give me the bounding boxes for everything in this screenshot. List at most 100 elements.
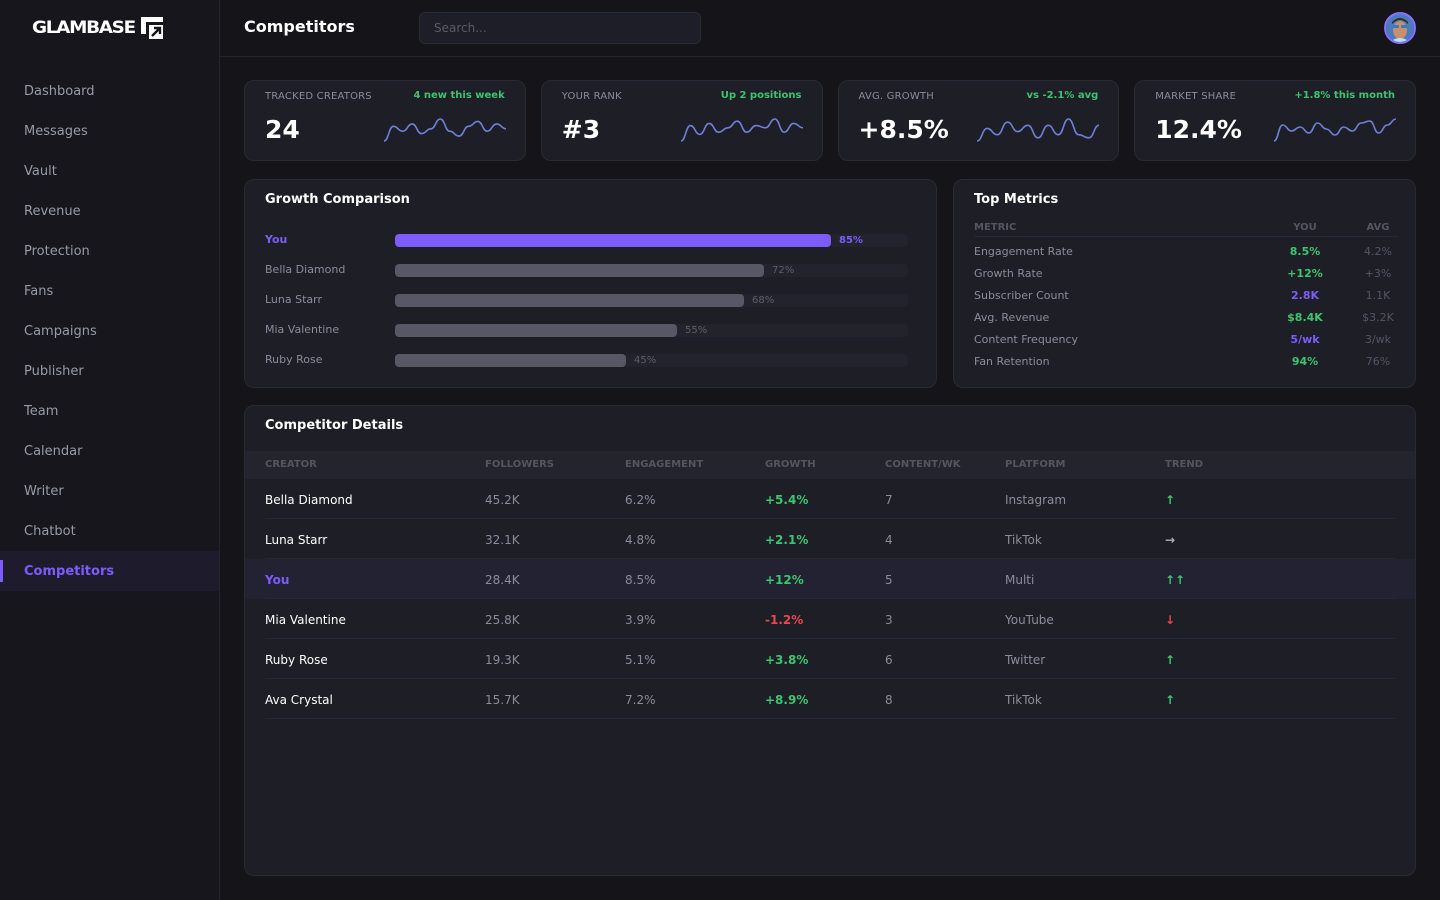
sidebar-item-writer[interactable]: Writer: [0, 471, 219, 511]
metric-you-value: $8.4K: [1287, 311, 1323, 324]
sidebar-item-messages[interactable]: Messages: [0, 111, 219, 151]
column-header-followers[interactable]: FOLLOWERS: [485, 459, 554, 470]
table-row[interactable]: Ruby Rose 19.3K 5.1% +3.8% 6 Twitter ↑: [245, 639, 1415, 679]
column-header-content-per-week[interactable]: CONTENT/WK: [885, 459, 961, 470]
stat-card-market-share: MARKET SHARE +1.8% this month 12.4%: [1134, 80, 1416, 161]
search-input[interactable]: [419, 12, 701, 44]
stat-delta: 4 new this week: [413, 90, 505, 101]
metric-you-value: 2.8K: [1290, 289, 1319, 302]
cell-content-per-week: 4: [885, 533, 893, 547]
metric-column-header: METRIC: [974, 222, 1017, 233]
stat-cards: TRACKED CREATORS 4 new this week 24 YOUR RA…: [244, 80, 1416, 161]
competitor-details-title: Competitor Details: [265, 418, 404, 433]
stat-value: 24: [265, 115, 300, 144]
sidebar: GLAMBASE Dashboard Messages Vault Revenue Pr…: [0, 0, 220, 900]
cell-creator: Ava Crystal: [265, 693, 333, 707]
column-header-trend[interactable]: TREND: [1165, 459, 1204, 470]
sidebar-item-campaigns[interactable]: Campaigns: [0, 311, 219, 351]
metric-row: Subscriber Count 2.8K 1.1K: [974, 289, 1398, 311]
table-row[interactable]: Ava Crystal 15.7K 7.2% +8.9% 8 TikTok ↑: [245, 679, 1415, 719]
metric-row: Fan Retention 94% 76%: [974, 355, 1398, 377]
metric-name: Avg. Revenue: [974, 311, 1050, 324]
sidebar-item-label: Publisher: [24, 363, 84, 379]
column-header-platform[interactable]: PLATFORM: [1005, 459, 1066, 470]
growth-bar-row: Ruby Rose 45%: [265, 353, 908, 367]
cell-followers: 28.4K: [485, 573, 520, 587]
trend-up-icon: ↑: [1165, 653, 1176, 667]
cell-engagement: 6.2%: [625, 493, 656, 507]
competitor-details-panel: Competitor Details CREATOR FOLLOWERS ENGAG…: [244, 405, 1416, 876]
sidebar-item-fans[interactable]: Fans: [0, 271, 219, 311]
cell-content-per-week: 8: [885, 693, 893, 707]
growth-bar-track: 68%: [395, 294, 908, 307]
cell-platform: Instagram: [1005, 493, 1067, 507]
sidebar-item-label: Writer: [24, 483, 64, 499]
trend-up-icon: ↑: [1165, 693, 1176, 707]
sidebar-item-label: Competitors: [24, 563, 115, 579]
table-header: CREATOR FOLLOWERS ENGAGEMENT GROWTH CONTENT/…: [245, 451, 1415, 479]
stat-card-avg-growth: AVG. GROWTH vs -2.1% avg +8.5%: [837, 80, 1120, 161]
sidebar-item-publisher[interactable]: Publisher: [0, 351, 219, 391]
logo[interactable]: GLAMBASE: [32, 16, 164, 40]
metric-row: Content Frequency 5/wk 3/wk: [974, 333, 1398, 355]
sidebar-item-revenue[interactable]: Revenue: [0, 191, 219, 231]
growth-bar-track: 85%: [395, 234, 908, 247]
trend-double-up-icon: ↑↑: [1165, 573, 1186, 587]
user-avatar[interactable]: [1384, 12, 1416, 44]
stat-delta: vs -2.1% avg: [1026, 90, 1099, 101]
stat-value: 12.4%: [1155, 115, 1242, 144]
column-header-growth[interactable]: GROWTH: [765, 459, 816, 470]
cell-platform: TikTok: [1005, 693, 1042, 707]
top-header: Competitors: [220, 0, 1440, 57]
sidebar-item-chatbot[interactable]: Chatbot: [0, 511, 219, 551]
sidebar-item-team[interactable]: Team: [0, 391, 219, 431]
trend-flat-icon: →: [1165, 533, 1176, 547]
table-row[interactable]: Bella Diamond 45.2K 6.2% +5.4% 7 Instagram ↑: [245, 479, 1415, 519]
stat-label: YOUR RANK: [561, 91, 622, 102]
cell-creator: You: [265, 573, 290, 587]
growth-comparison-panel: Growth Comparison You 85% Bella Diamond 72%…: [244, 179, 937, 388]
sparkline-line: [383, 118, 506, 142]
growth-bar-row: Luna Starr 68%: [265, 293, 908, 307]
table-row[interactable]: You 28.4K 8.5% +12% 5 Multi ↑↑: [245, 559, 1415, 599]
sparkline-line: [977, 118, 1100, 142]
table-row[interactable]: Luna Starr 32.1K 4.8% +2.1% 4 TikTok →: [245, 519, 1415, 559]
cell-creator: Mia Valentine: [265, 613, 346, 627]
sparkline-chart: [680, 118, 803, 142]
column-header-creator[interactable]: CREATOR: [265, 459, 317, 470]
cell-platform: TikTok: [1005, 533, 1042, 547]
stat-card-tracked-creators: TRACKED CREATORS 4 new this week 24: [244, 80, 526, 161]
avg-column-header: AVG: [1366, 222, 1390, 233]
column-header-engagement[interactable]: ENGAGEMENT: [625, 459, 704, 470]
sidebar-item-label: Messages: [24, 123, 88, 139]
sidebar-item-calendar[interactable]: Calendar: [0, 431, 219, 471]
top-metrics-panel: Top Metrics METRIC YOU AVG Engagement Ra…: [953, 179, 1416, 388]
sidebar-item-dashboard[interactable]: Dashboard: [0, 71, 219, 111]
sidebar-item-label: Chatbot: [24, 523, 76, 539]
growth-bar-fill: [395, 324, 677, 337]
sidebar-item-label: Dashboard: [24, 83, 95, 99]
cell-platform: Multi: [1005, 573, 1035, 587]
cell-engagement: 7.2%: [625, 693, 656, 707]
growth-comparison-title: Growth Comparison: [265, 192, 410, 207]
growth-bar-fill: [395, 354, 626, 367]
metric-name: Engagement Rate: [974, 245, 1073, 258]
metric-you-value: 5/wk: [1290, 333, 1320, 346]
table-row[interactable]: Mia Valentine 25.8K 3.9% -1.2% 3 YouTube ↓: [245, 599, 1415, 639]
competitor-table: CREATOR FOLLOWERS ENGAGEMENT GROWTH CONTENT/…: [245, 451, 1415, 719]
sidebar-item-vault[interactable]: Vault: [0, 151, 219, 191]
sparkline-line: [680, 118, 803, 142]
page-title: Competitors: [244, 17, 355, 36]
sidebar-item-label: Fans: [24, 283, 54, 299]
cell-engagement: 4.8%: [625, 533, 656, 547]
stat-value: #3: [561, 115, 601, 144]
sparkline-chart: [977, 118, 1100, 142]
sidebar-item-protection[interactable]: Protection: [0, 231, 219, 271]
metric-row: Engagement Rate 8.5% 4.2%: [974, 245, 1398, 267]
growth-bar-track: 55%: [395, 324, 908, 337]
growth-bar-value: 68%: [752, 295, 775, 306]
cell-growth: +2.1%: [765, 533, 809, 547]
growth-bar-value: 45%: [634, 355, 657, 366]
sidebar-item-competitors[interactable]: Competitors: [0, 551, 219, 591]
